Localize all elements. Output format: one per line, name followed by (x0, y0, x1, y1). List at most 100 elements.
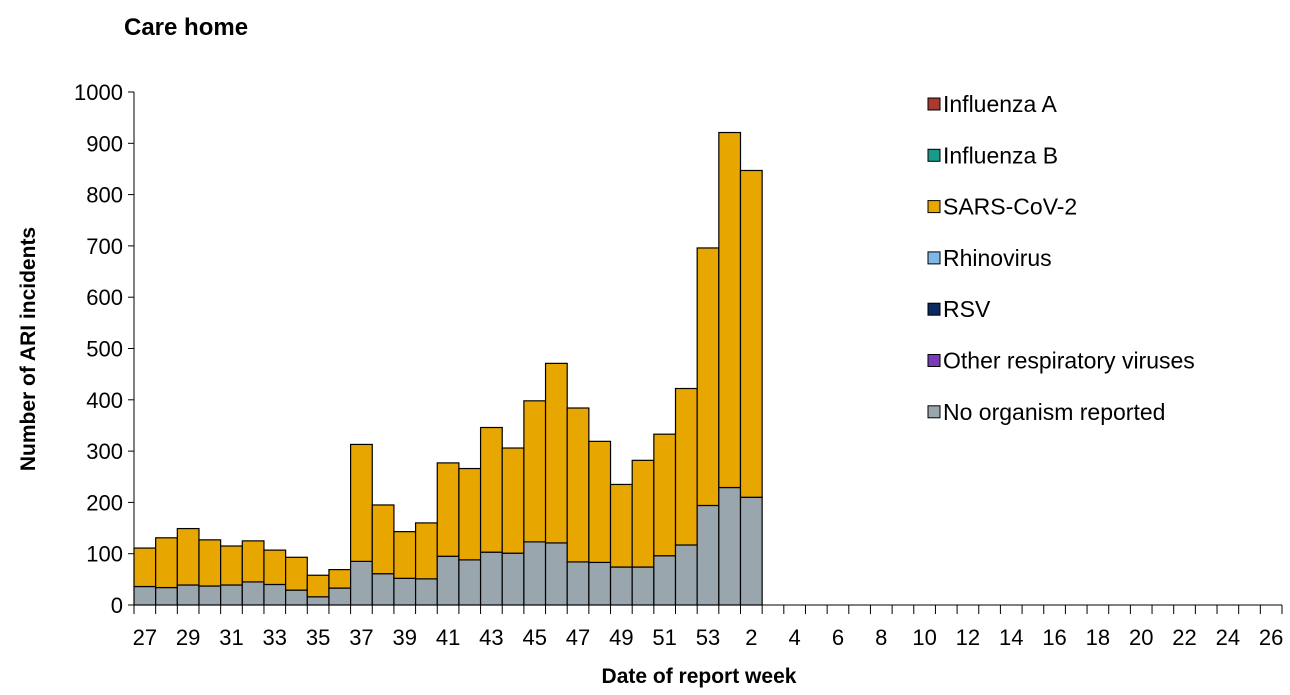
bar-no-organism-reported-31 (220, 584, 243, 606)
bar-no-organism-reported-2 (739, 496, 763, 606)
bar-sars-cov-2-43 (479, 426, 503, 553)
y-tick-label: 200 (86, 490, 123, 515)
legend-label: Influenza A (943, 91, 1057, 117)
bar-sars-cov-2-33 (263, 549, 287, 586)
legend-swatch (927, 200, 941, 214)
bar-sars-cov-2-46 (544, 362, 568, 544)
bar-no-organism-reported-47 (566, 561, 590, 606)
x-tick-label: 47 (566, 625, 590, 650)
legend-swatch (927, 148, 941, 162)
bar-sars-cov-2-44 (501, 447, 525, 554)
x-tick-label: 31 (219, 625, 243, 650)
x-tick-label: 37 (349, 625, 373, 650)
x-tick-label: 43 (479, 625, 503, 650)
bar-no-organism-reported-53 (696, 504, 720, 606)
legend-swatch (927, 251, 941, 265)
bar-no-organism-reported-33 (263, 583, 287, 606)
x-tick-label: 22 (1172, 625, 1196, 650)
bar-sars-cov-2-49 (609, 483, 633, 568)
bar-sars-cov-2-36 (328, 569, 352, 589)
x-tick-label: 45 (522, 625, 546, 650)
bar-sars-cov-2-50 (631, 459, 655, 568)
x-tick-label: 20 (1129, 625, 1153, 650)
bar-no-organism-reported-32 (241, 581, 265, 606)
x-tick-label: 18 (1086, 625, 1110, 650)
y-axis-title: Number of ARI incidents (17, 227, 40, 471)
bar-no-organism-reported-50 (631, 566, 655, 606)
legend-label: No organism reported (943, 399, 1165, 425)
legend-swatch (927, 354, 941, 367)
bar-sars-cov-2-29 (176, 527, 200, 586)
x-tick-label: 39 (393, 625, 417, 650)
bar-sars-cov-2-2 (739, 169, 763, 498)
bar-no-organism-reported-52 (674, 544, 698, 606)
x-tick-label: 35 (306, 625, 330, 650)
legend-label: Rhinovirus (943, 245, 1052, 271)
bar-no-organism-reported-38 (371, 573, 395, 606)
bar-sars-cov-2-30 (198, 539, 222, 587)
bar-sars-cov-2-47 (566, 407, 590, 563)
bars-layer (133, 131, 763, 606)
x-tick-label: 51 (652, 625, 676, 650)
legend-swatch (927, 97, 941, 111)
x-tick-label: 10 (912, 625, 936, 650)
bar-sars-cov-2-53 (696, 247, 720, 507)
bar-no-organism-reported-36 (328, 587, 352, 606)
y-tick-label: 700 (86, 234, 123, 259)
x-tick-label: 53 (696, 625, 720, 650)
bar-sars-cov-2-27 (133, 547, 157, 588)
bar-no-organism-reported-44 (501, 552, 525, 606)
bar-no-organism-reported-35 (306, 596, 330, 606)
x-tick-label: 24 (1216, 625, 1240, 650)
x-tick-label: 16 (1042, 625, 1066, 650)
bar-no-organism-reported-39 (393, 577, 417, 606)
bar-sars-cov-2-51 (653, 433, 677, 557)
bar-sars-cov-2-42 (458, 467, 482, 561)
x-tick-label: 2 (745, 625, 757, 650)
y-tick-label: 500 (86, 337, 123, 362)
bar-sars-cov-2-52 (674, 387, 698, 546)
y-tick-label: 1000 (74, 80, 123, 105)
x-tick-label: 33 (263, 625, 287, 650)
legend-label: Other respiratory viruses (943, 348, 1195, 374)
y-tick-label: 600 (86, 285, 123, 310)
bar-sars-cov-2-35 (306, 574, 330, 598)
bar-no-organism-reported-29 (176, 584, 200, 606)
bar-no-organism-reported-48 (588, 561, 612, 606)
bar-no-organism-reported-43 (479, 551, 503, 606)
bar-sars-cov-2-48 (588, 440, 612, 564)
x-tick-label: 29 (176, 625, 200, 650)
bar-no-organism-reported-27 (133, 585, 157, 606)
legend: Influenza A Influenza B SARS-CoV-2 Rhinovir… (927, 91, 1195, 425)
legend-label: SARS-CoV-2 (943, 194, 1077, 220)
x-axis-title: Date of report week (602, 665, 797, 688)
bar-no-organism-reported-30 (198, 585, 222, 606)
y-tick-label: 0 (111, 593, 123, 618)
bar-sars-cov-2-1 (718, 131, 742, 489)
x-tick-label: 41 (436, 625, 460, 650)
x-tick-label: 12 (956, 625, 980, 650)
x-tick-label: 8 (875, 625, 887, 650)
bar-no-organism-reported-45 (523, 541, 547, 606)
y-tick-label: 100 (86, 542, 123, 567)
axes-layer: 0 100 200 300 400 500 600 700 800 900 1000 27 29 31 33… (74, 80, 1283, 650)
bar-sars-cov-2-45 (523, 400, 547, 543)
bar-sars-cov-2-39 (393, 531, 417, 579)
bar-no-organism-reported-37 (350, 560, 373, 606)
x-tick-label: 27 (133, 625, 157, 650)
bar-no-organism-reported-41 (436, 555, 460, 606)
bar-sars-cov-2-40 (414, 522, 438, 580)
y-tick-label: 400 (86, 388, 123, 413)
bar-sars-cov-2-32 (241, 540, 265, 583)
x-tick-label: 49 (609, 625, 633, 650)
y-tick-label: 900 (86, 131, 123, 156)
bar-sars-cov-2-34 (285, 556, 308, 591)
y-tick-label: 800 (86, 183, 123, 208)
legend-label: Influenza B (943, 142, 1058, 168)
x-tick-label: 4 (789, 625, 801, 650)
x-tick-label: 26 (1259, 625, 1283, 650)
chart-title: Care home (124, 14, 249, 41)
bar-no-organism-reported-49 (609, 566, 633, 606)
bar-sars-cov-2-31 (220, 545, 243, 586)
bar-no-organism-reported-28 (155, 586, 178, 606)
